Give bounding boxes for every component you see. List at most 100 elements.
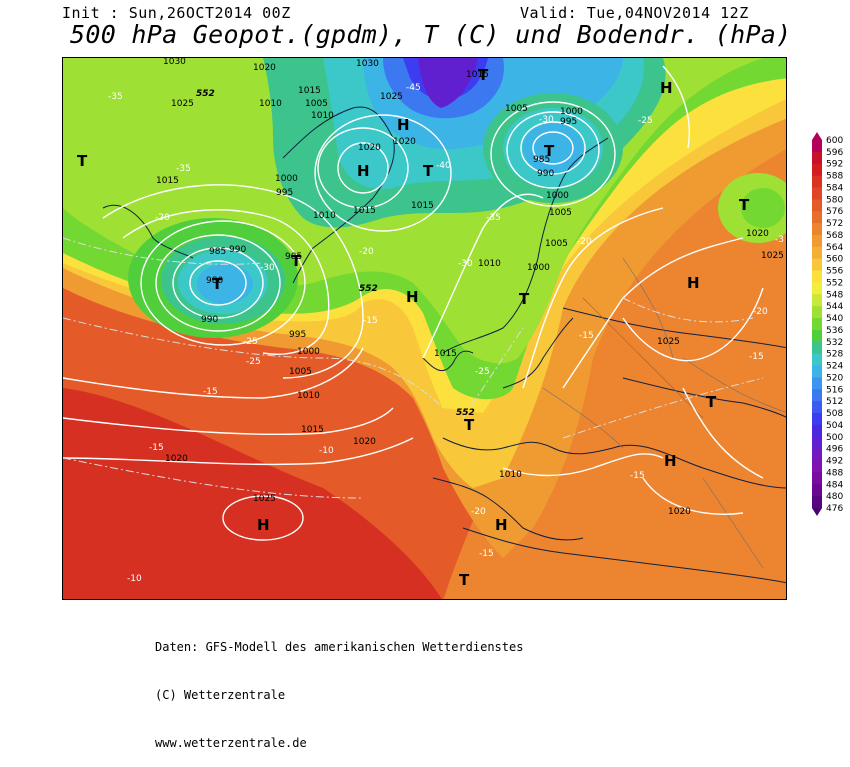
temp-label-20-b: -20 xyxy=(359,247,374,257)
isobar-1030-ne xyxy=(662,65,690,149)
label-1005-b: 1005 xyxy=(289,367,312,377)
scale-swatch xyxy=(812,341,822,355)
footer-website[interactable]: www.wetterzentrale.de xyxy=(155,736,307,750)
label-985-b: 985 xyxy=(285,252,302,262)
isobar-north-low-1 xyxy=(337,142,389,194)
temp-label-20-a: -20 xyxy=(155,213,170,223)
label-1020-c: 1020 xyxy=(393,137,416,147)
label-1020-f: 1020 xyxy=(746,229,769,239)
label-1015-g: 1015 xyxy=(466,70,489,80)
border-5 xyxy=(702,477,764,569)
high-symbol-1: H xyxy=(357,162,370,180)
isobar-ne-4 xyxy=(490,101,616,207)
label-1010-c: 1010 xyxy=(313,211,336,221)
scale-swatch xyxy=(812,448,822,462)
label-1000-c: 1000 xyxy=(560,107,583,117)
high-symbol-5: H xyxy=(687,274,700,292)
label-1015-a: 1015 xyxy=(298,86,321,96)
temp-line-1 xyxy=(63,317,444,409)
isobar-990 xyxy=(155,234,281,332)
isobar-east-3 xyxy=(622,287,764,362)
scale-swatch xyxy=(812,294,822,307)
scale-label: 552 xyxy=(826,278,843,288)
label-1030-b: 1030 xyxy=(356,59,379,69)
label-1015-f: 1015 xyxy=(434,349,457,359)
scale-swatch xyxy=(812,424,822,438)
temp-label-25-b: -25 xyxy=(246,357,261,367)
label-1010-a: 1010 xyxy=(259,99,282,109)
pressure-centers: T T T H H T H T T T H T H T H T H T H xyxy=(77,66,750,589)
temp-label-10-a: -10 xyxy=(319,446,334,456)
temperature-lines xyxy=(63,237,764,499)
temp-label-25-c: -25 xyxy=(475,367,490,377)
low-symbol-9: T xyxy=(706,393,717,411)
coast-iberia xyxy=(432,477,584,541)
map-title: 500 hPa Geopot.(gpdm), T (C) und Bodendr… xyxy=(70,20,792,49)
label-1015-d: 1015 xyxy=(411,201,434,211)
coast-norway xyxy=(502,317,574,389)
scale-swatch xyxy=(812,187,822,200)
low-blue-west xyxy=(197,264,253,304)
scale-label: 564 xyxy=(826,243,843,253)
isobar-labels: 1030 1025 1020 1015 1010 1005 1010 1030 … xyxy=(156,58,784,517)
valid-time: Valid: Tue,04NOV2014 12Z xyxy=(520,4,749,22)
border-2 xyxy=(622,257,674,359)
temp-line-5 xyxy=(562,377,764,439)
isobar-east-4 xyxy=(682,387,764,479)
isobar-med-2 xyxy=(642,477,744,515)
scale-swatch xyxy=(812,199,822,212)
temperature-labels: -35 -35 -20 -30 -20 -25 -25 -15 -15 -15 … xyxy=(108,83,784,584)
isobar-central xyxy=(422,193,544,359)
country-borders xyxy=(542,257,786,569)
scale-swatch xyxy=(812,223,822,236)
border-1 xyxy=(582,297,704,419)
scale-swatch xyxy=(812,460,822,473)
scale-swatch xyxy=(812,389,822,402)
scale-label: 560 xyxy=(826,255,843,265)
scale-swatch xyxy=(812,329,822,343)
label-1000-e: 1000 xyxy=(527,263,550,273)
label-995-a: 995 xyxy=(276,188,293,198)
scale-swatch xyxy=(812,401,822,414)
scale-arrow-bottom xyxy=(812,508,822,516)
scale-label: 576 xyxy=(826,207,843,217)
scale-swatch xyxy=(812,436,822,450)
footer-data-source: Daten: GFS-Modell des amerikanischen Wet… xyxy=(155,640,524,654)
scale-swatch xyxy=(812,258,822,272)
isobar-ne-2 xyxy=(520,121,586,175)
high-symbol-2: H xyxy=(397,116,410,134)
label-1005-d: 1005 xyxy=(549,208,572,218)
scale-label: 516 xyxy=(826,385,843,395)
border-3 xyxy=(682,357,786,413)
scale-label: 480 xyxy=(826,492,843,502)
scale-label: 592 xyxy=(826,160,843,170)
warm-region-southwest xyxy=(63,388,442,599)
temp-line-2 xyxy=(63,237,264,265)
label-995-c: 995 xyxy=(560,117,577,127)
scale-label: 508 xyxy=(826,409,843,419)
coast-greenland xyxy=(282,106,395,284)
label-1025-c: 1025 xyxy=(253,494,276,504)
scale-swatch xyxy=(812,472,822,485)
coast-north-africa xyxy=(462,527,786,584)
temp-label-30-a: -30 xyxy=(260,263,275,273)
low-symbol-7: T xyxy=(519,290,530,308)
coastlines xyxy=(102,106,786,584)
label-995-b: 995 xyxy=(289,330,306,340)
isobar-east-1 xyxy=(522,207,664,389)
scale-label: 492 xyxy=(826,457,843,467)
scale-label: 588 xyxy=(826,172,843,182)
scale-swatch xyxy=(812,377,822,390)
label-1020-d: 1020 xyxy=(353,437,376,447)
geopot-labels: 552 552 552 xyxy=(196,89,475,418)
isobar-north-low-2 xyxy=(317,127,409,209)
temp-line-4 xyxy=(622,297,754,323)
scale-label: 504 xyxy=(826,421,843,431)
map-canvas: 1030 1025 1020 1015 1010 1005 1010 1030 … xyxy=(63,58,786,599)
scale-label: 572 xyxy=(826,219,843,229)
low-symbol-11: T xyxy=(459,571,470,589)
scale-arrow-top xyxy=(812,132,822,140)
scale-swatch xyxy=(812,151,822,165)
scale-swatch xyxy=(812,211,822,224)
